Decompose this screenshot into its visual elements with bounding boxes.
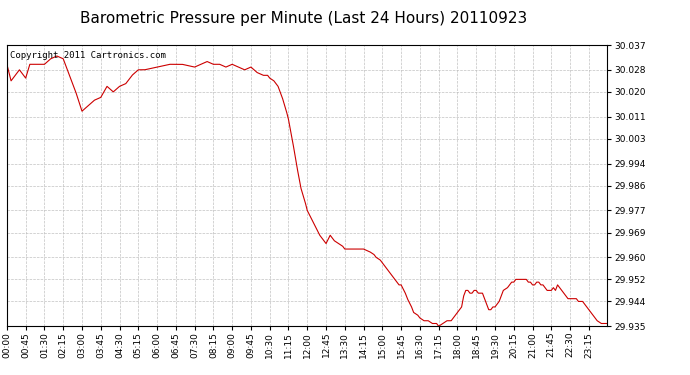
- Text: Copyright 2011 Cartronics.com: Copyright 2011 Cartronics.com: [10, 51, 166, 60]
- Text: Barometric Pressure per Minute (Last 24 Hours) 20110923: Barometric Pressure per Minute (Last 24 …: [80, 11, 527, 26]
